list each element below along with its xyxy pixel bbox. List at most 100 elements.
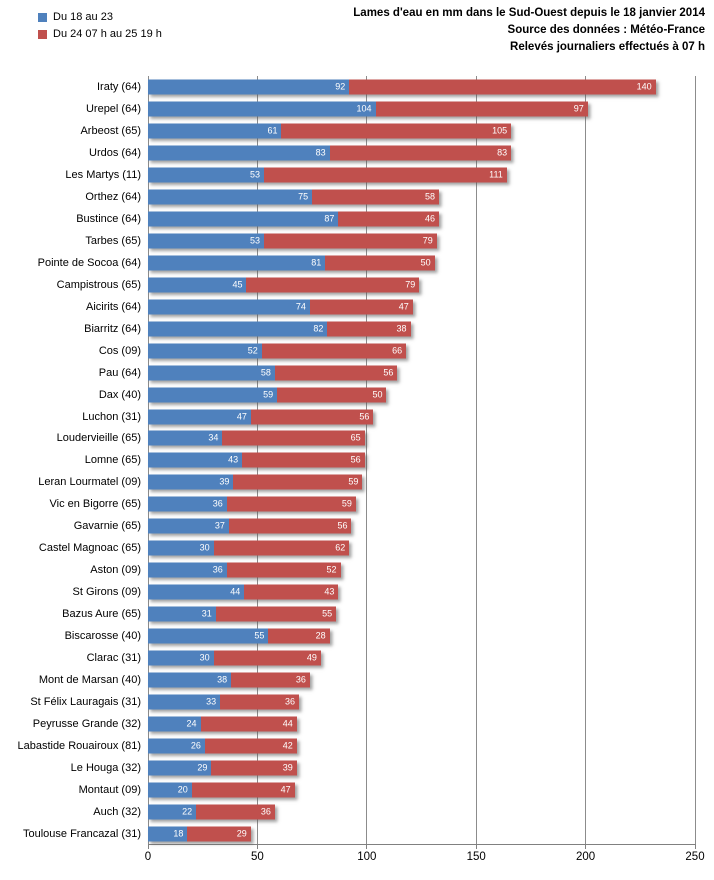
stacked-bar[interactable]: 34 65 [148,430,365,446]
bar-segment-red[interactable]: 42 [204,738,297,754]
stacked-bar[interactable]: 30 62 [148,540,350,556]
stacked-bar[interactable]: 30 49 [148,650,321,666]
stacked-bar[interactable]: 26 42 [148,738,297,754]
bar-segment-blue[interactable]: 82 [148,321,328,337]
bar-segment-red[interactable]: 105 [281,123,512,139]
bar-segment-red[interactable]: 59 [233,474,363,490]
bar-segment-red[interactable]: 52 [226,562,341,578]
bar-segment-red[interactable]: 56 [274,365,398,381]
stacked-bar[interactable]: 18 29 [148,826,251,842]
stacked-bar[interactable]: 20 47 [148,782,295,798]
bar-segment-blue[interactable]: 43 [148,452,243,468]
bar-segment-blue[interactable]: 18 [148,826,188,842]
bar-segment-blue[interactable]: 36 [148,562,227,578]
stacked-bar[interactable]: 53 79 [148,233,437,249]
stacked-bar[interactable]: 47 56 [148,409,374,425]
bar-segment-blue[interactable]: 38 [148,672,232,688]
bar-segment-red[interactable]: 66 [261,343,407,359]
stacked-bar[interactable]: 33 36 [148,694,299,710]
bar-segment-red[interactable]: 28 [268,628,330,644]
bar-segment-red[interactable]: 56 [228,518,352,534]
stacked-bar[interactable]: 92 140 [148,79,656,95]
bar-segment-blue[interactable]: 45 [148,277,247,293]
bar-segment-blue[interactable]: 58 [148,365,275,381]
stacked-bar[interactable]: 83 83 [148,145,512,161]
stacked-bar[interactable]: 24 44 [148,716,297,732]
bar-segment-blue[interactable]: 22 [148,804,197,820]
stacked-bar[interactable]: 45 79 [148,277,420,293]
bar-segment-blue[interactable]: 26 [148,738,205,754]
bar-segment-blue[interactable]: 30 [148,650,214,666]
bar-segment-blue[interactable]: 36 [148,496,227,512]
bar-segment-blue[interactable]: 59 [148,387,278,403]
bar-segment-blue[interactable]: 24 [148,716,201,732]
stacked-bar[interactable]: 53 111 [148,167,507,183]
stacked-bar[interactable]: 55 28 [148,628,330,644]
bar-segment-red[interactable]: 56 [242,452,365,468]
stacked-bar[interactable]: 81 50 [148,255,435,271]
bar-segment-red[interactable]: 140 [349,79,656,95]
stacked-bar[interactable]: 38 36 [148,672,310,688]
bar-segment-blue[interactable]: 81 [148,255,326,271]
bar-segment-red[interactable]: 47 [309,299,413,315]
bar-segment-blue[interactable]: 53 [148,167,264,183]
bar-segment-blue[interactable]: 31 [148,606,216,622]
bar-segment-blue[interactable]: 52 [148,343,262,359]
bar-segment-blue[interactable]: 33 [148,694,221,710]
stacked-bar[interactable]: 104 97 [148,101,588,117]
bar-segment-blue[interactable]: 47 [148,409,251,425]
bar-segment-blue[interactable]: 20 [148,782,192,798]
stacked-bar[interactable]: 59 50 [148,387,387,403]
bar-segment-blue[interactable]: 29 [148,760,212,776]
bar-segment-red[interactable]: 29 [187,826,251,842]
bar-segment-red[interactable]: 36 [196,804,275,820]
bar-segment-red[interactable]: 44 [200,716,297,732]
bar-segment-red[interactable]: 58 [312,189,439,205]
stacked-bar[interactable]: 29 39 [148,760,297,776]
stacked-bar[interactable]: 31 55 [148,606,337,622]
bar-segment-blue[interactable]: 75 [148,189,313,205]
bar-segment-blue[interactable]: 55 [148,628,269,644]
bar-segment-red[interactable]: 111 [263,167,507,183]
bar-segment-red[interactable]: 97 [375,101,588,117]
bar-segment-blue[interactable]: 83 [148,145,330,161]
bar-segment-red[interactable]: 65 [222,430,365,446]
legend-item-series2[interactable]: Du 24 07 h au 25 19 h [38,28,162,40]
bar-segment-blue[interactable]: 39 [148,474,234,490]
stacked-bar[interactable]: 44 43 [148,584,339,600]
stacked-bar[interactable]: 74 47 [148,299,413,315]
bar-segment-red[interactable]: 46 [338,211,439,227]
stacked-bar[interactable]: 52 66 [148,343,407,359]
bar-segment-red[interactable]: 47 [191,782,295,798]
bar-segment-blue[interactable]: 30 [148,540,214,556]
bar-segment-blue[interactable]: 104 [148,101,376,117]
stacked-bar[interactable]: 61 105 [148,123,512,139]
stacked-bar[interactable]: 22 36 [148,804,275,820]
legend-item-series1[interactable]: Du 18 au 23 [38,11,162,23]
bar-segment-red[interactable]: 36 [231,672,310,688]
bar-segment-red[interactable]: 79 [246,277,420,293]
stacked-bar[interactable]: 37 56 [148,518,352,534]
bar-segment-blue[interactable]: 37 [148,518,229,534]
bar-segment-red[interactable]: 50 [277,387,387,403]
bar-segment-red[interactable]: 49 [213,650,321,666]
stacked-bar[interactable]: 43 56 [148,452,365,468]
bar-segment-blue[interactable]: 34 [148,430,223,446]
bar-segment-blue[interactable]: 74 [148,299,310,315]
bar-segment-red[interactable]: 83 [329,145,512,161]
bar-segment-red[interactable]: 43 [244,584,339,600]
bar-segment-red[interactable]: 55 [215,606,337,622]
bar-segment-blue[interactable]: 53 [148,233,264,249]
bar-segment-red[interactable]: 38 [327,321,411,337]
bar-segment-red[interactable]: 50 [325,255,435,271]
stacked-bar[interactable]: 36 52 [148,562,341,578]
stacked-bar[interactable]: 87 46 [148,211,439,227]
bar-segment-blue[interactable]: 61 [148,123,282,139]
bar-segment-red[interactable]: 59 [226,496,356,512]
bar-segment-red[interactable]: 39 [211,760,297,776]
stacked-bar[interactable]: 82 38 [148,321,411,337]
bar-segment-blue[interactable]: 87 [148,211,339,227]
stacked-bar[interactable]: 75 58 [148,189,439,205]
bar-segment-red[interactable]: 79 [263,233,437,249]
stacked-bar[interactable]: 58 56 [148,365,398,381]
